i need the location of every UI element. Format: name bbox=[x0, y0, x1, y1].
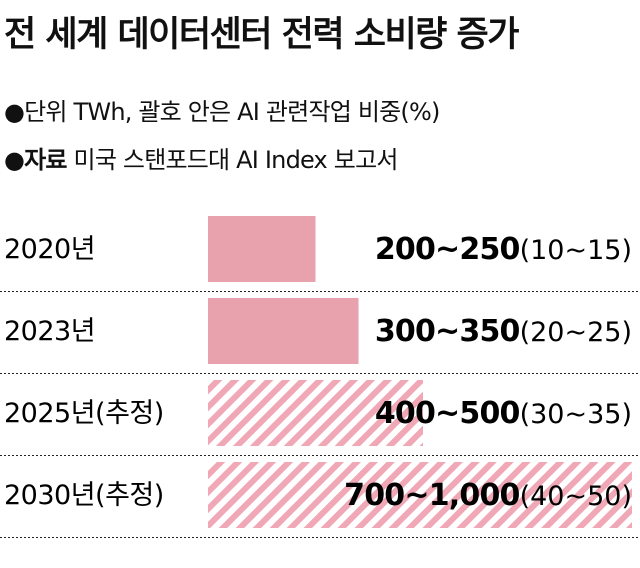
bar-0 bbox=[208, 216, 316, 282]
value-label: 300~350(20~25) bbox=[375, 314, 632, 349]
unit-note: ●단위 TWh, 괄호 안은 AI 관련작업 비중(%) bbox=[4, 98, 440, 126]
bar-1 bbox=[208, 298, 359, 364]
category-label: 2023년 bbox=[4, 316, 95, 347]
chart-title: 전 세계 데이터센터 전력 소비량 증가 bbox=[4, 15, 519, 55]
value-label: 700~1,000(40~50) bbox=[344, 478, 632, 513]
bar-2 bbox=[208, 380, 423, 446]
source-note: ●자료 미국 스탠포드대 AI Index 보고서 bbox=[4, 140, 398, 175]
category-label: 2030년(추정) bbox=[4, 480, 164, 511]
category-label: 2020년 bbox=[4, 234, 95, 265]
bar-3 bbox=[208, 462, 632, 528]
source-label: ●자료 bbox=[4, 146, 67, 174]
category-label: 2025년(추정) bbox=[4, 398, 164, 429]
value-label: 200~250(10~15) bbox=[375, 232, 632, 267]
source-text: 미국 스탠포드대 AI Index 보고서 bbox=[73, 146, 399, 174]
value-label: 400~500(30~35) bbox=[375, 396, 632, 431]
